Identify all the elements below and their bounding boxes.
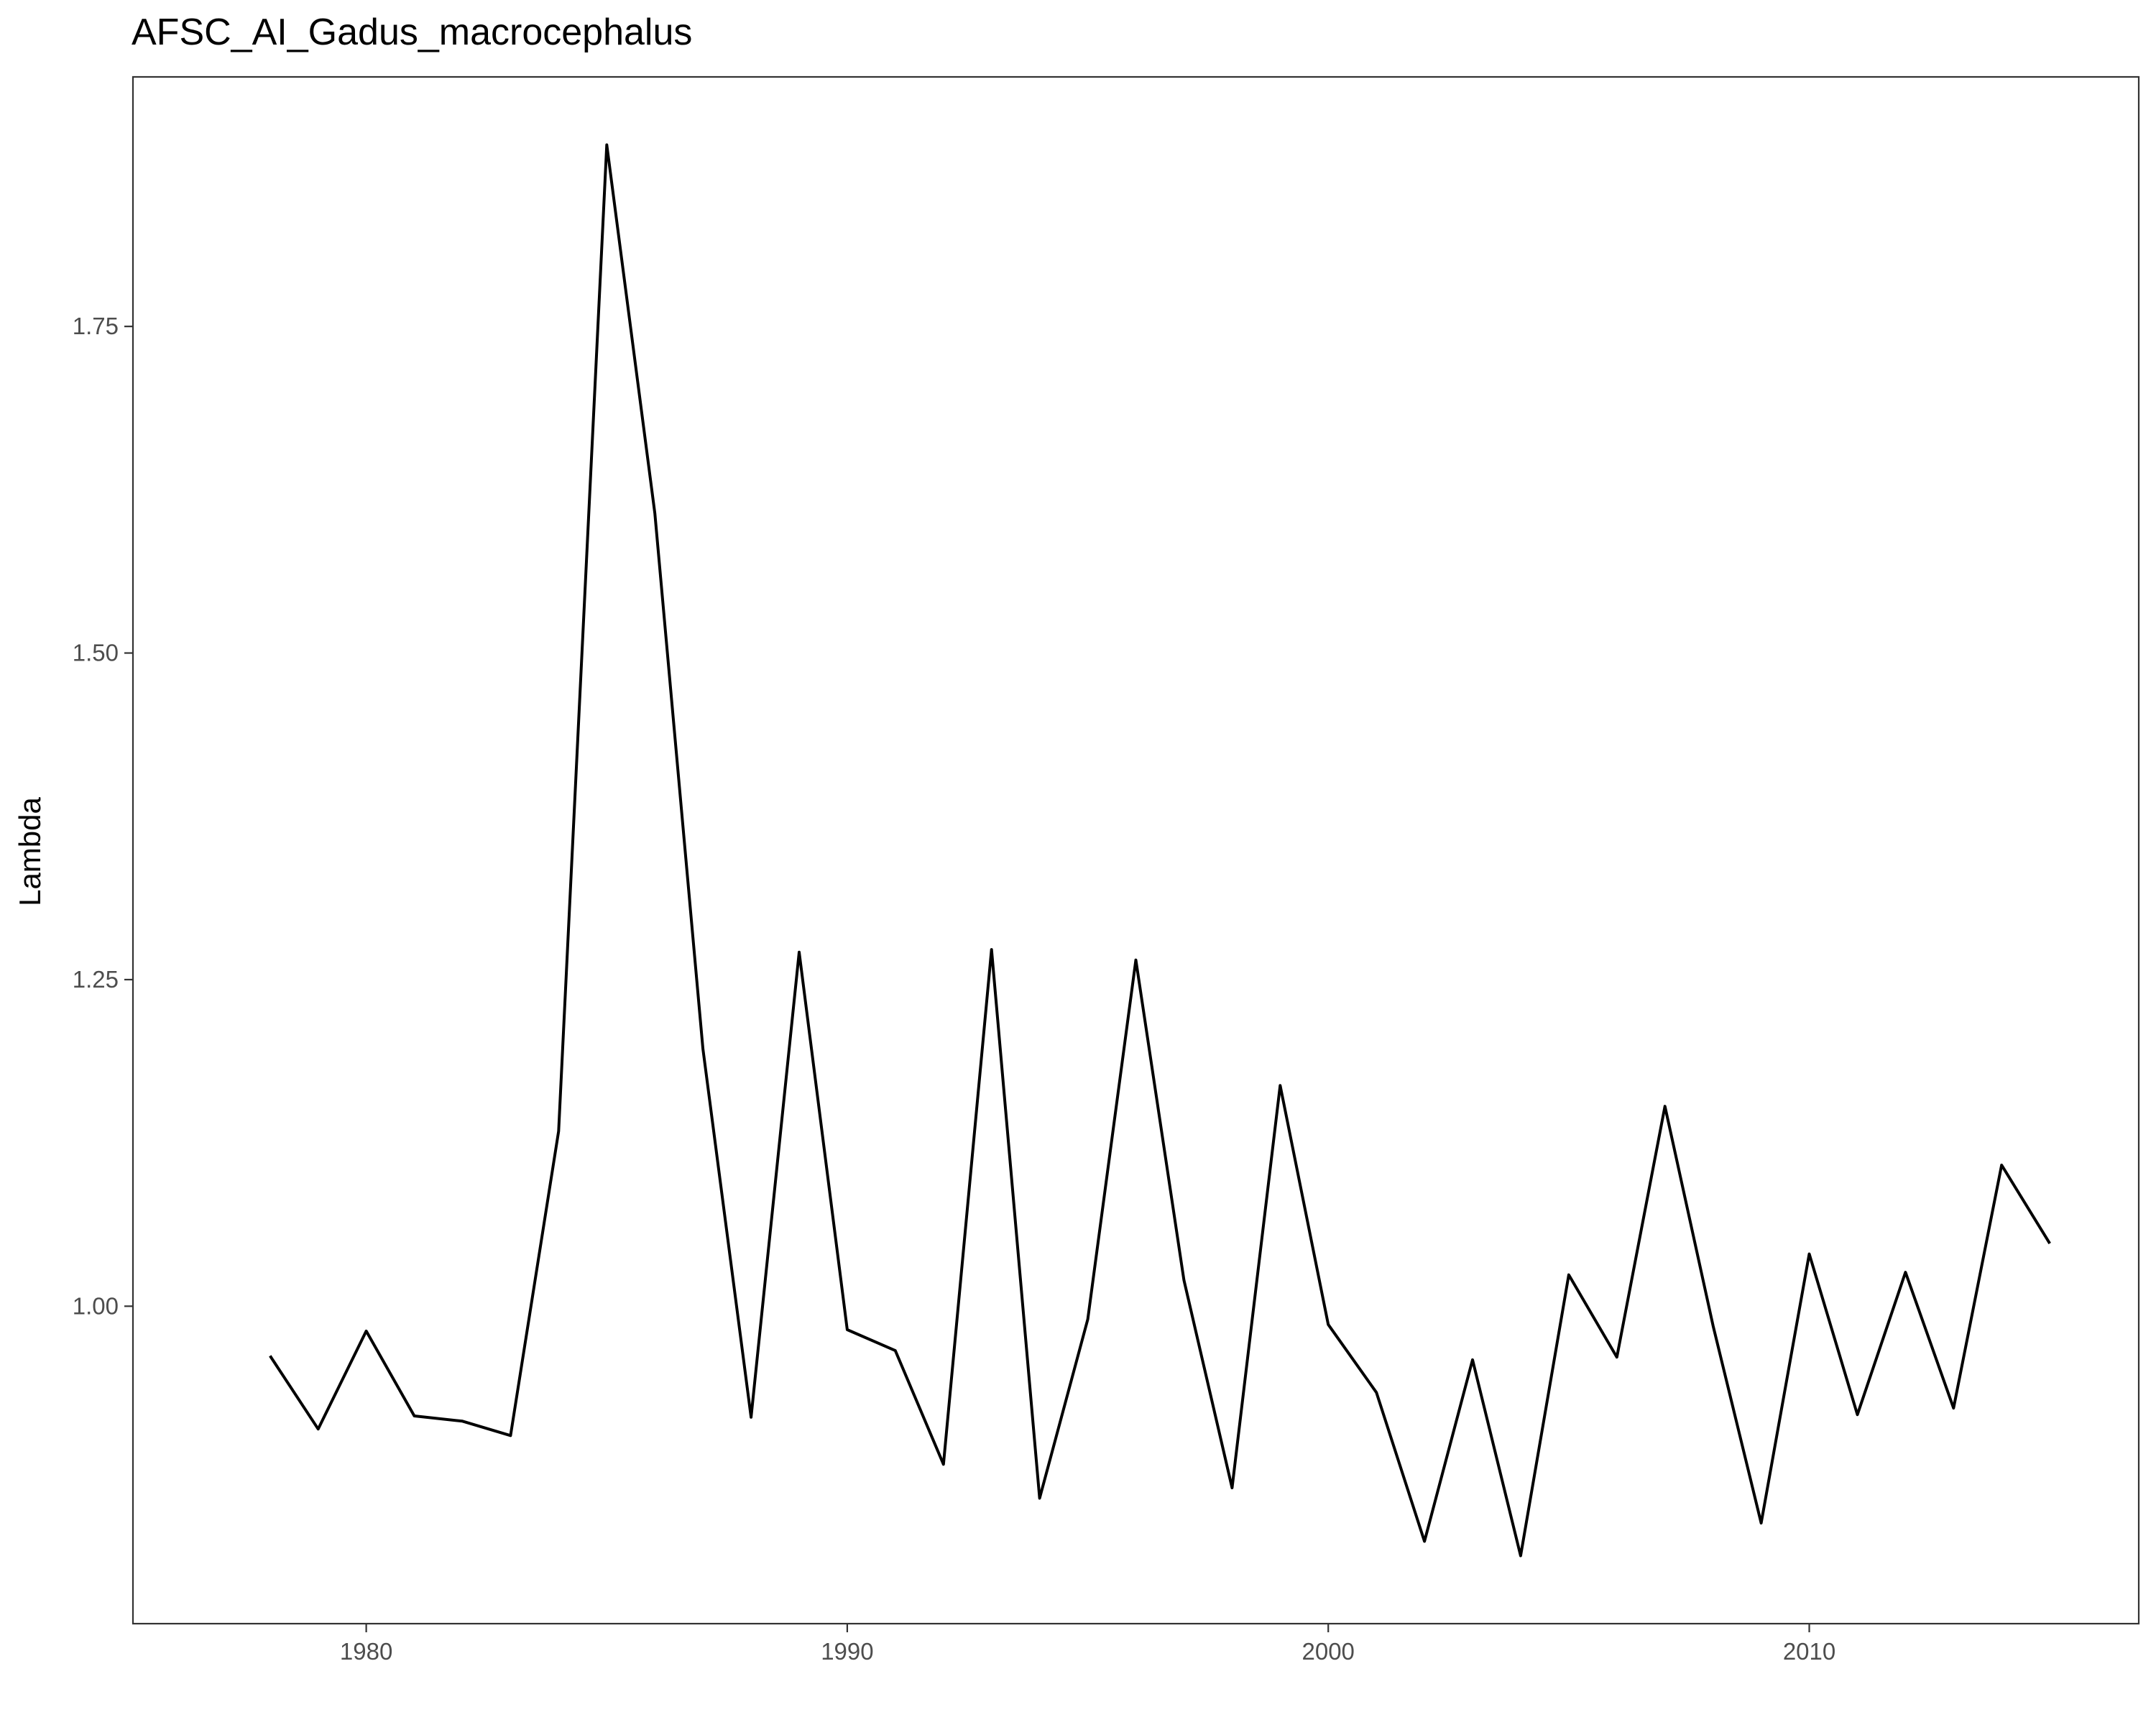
y-axis-label: Lambda — [13, 796, 47, 906]
y-tick-label: 1.50 — [73, 640, 119, 666]
y-tick-label: 1.25 — [73, 966, 119, 993]
x-tick-label: 1980 — [340, 1638, 392, 1665]
series-line — [269, 143, 2051, 1558]
y-axis: 1.00 1.25 1.50 1.75 — [73, 313, 133, 1319]
chart-title: AFSC_AI_Gadus_macrocephalus — [132, 12, 692, 53]
x-tick-label: 1990 — [821, 1638, 873, 1665]
x-axis: 1980 1990 2000 2010 — [340, 1624, 1835, 1665]
series-layer — [269, 143, 2051, 1558]
y-tick-label: 1.75 — [73, 313, 119, 339]
x-tick-label: 2000 — [1302, 1638, 1355, 1665]
y-tick-label: 1.00 — [73, 1292, 119, 1319]
plot-panel-border — [132, 75, 2140, 1625]
x-tick-label: 2010 — [1783, 1638, 1835, 1665]
